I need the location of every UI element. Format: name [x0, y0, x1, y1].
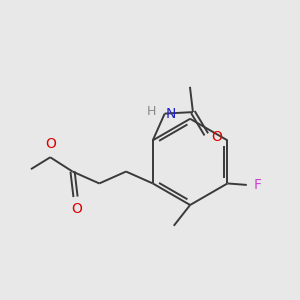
Text: O: O	[45, 137, 56, 151]
Text: H: H	[147, 105, 156, 118]
Text: O: O	[72, 202, 83, 216]
Text: F: F	[253, 178, 261, 192]
Text: N: N	[166, 106, 176, 121]
Text: O: O	[211, 130, 222, 144]
